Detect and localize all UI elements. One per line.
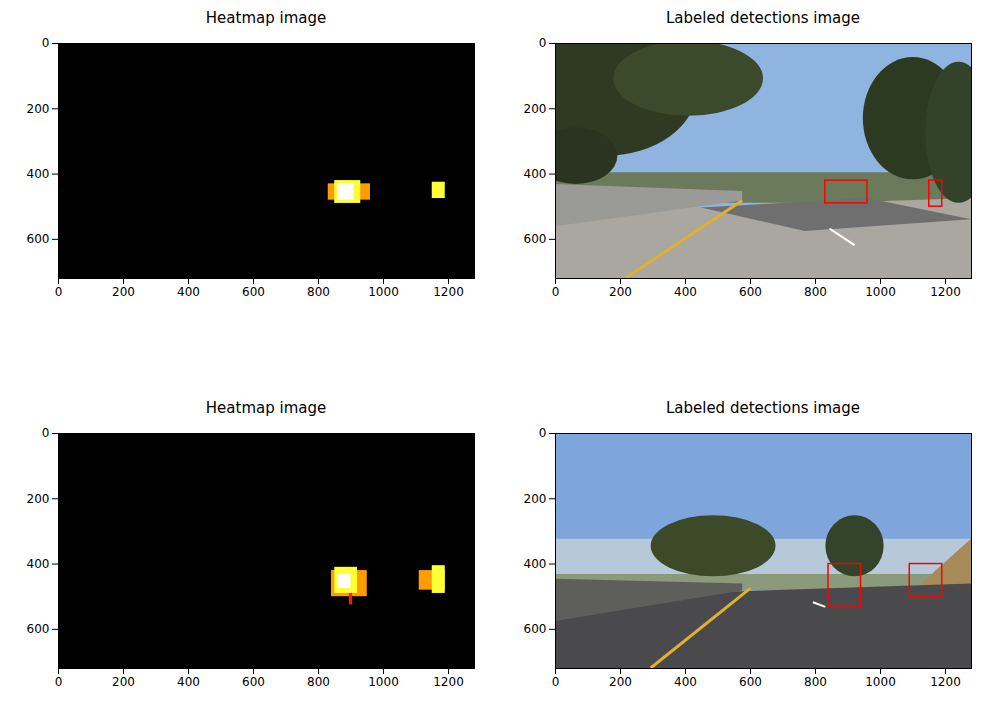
- svg-text:400: 400: [674, 285, 697, 299]
- svg-text:200: 200: [524, 492, 547, 506]
- svg-text:400: 400: [177, 285, 200, 299]
- svg-text:0: 0: [552, 675, 560, 689]
- svg-text:600: 600: [27, 622, 50, 636]
- svg-text:0: 0: [42, 426, 50, 440]
- svg-text:600: 600: [739, 285, 762, 299]
- svg-text:200: 200: [524, 102, 547, 116]
- svg-text:200: 200: [27, 492, 50, 506]
- svg-text:600: 600: [739, 675, 762, 689]
- svg-text:400: 400: [27, 557, 50, 571]
- svg-text:1000: 1000: [865, 285, 896, 299]
- svg-text:400: 400: [674, 675, 697, 689]
- svg-text:0: 0: [539, 36, 547, 50]
- svg-text:200: 200: [609, 675, 632, 689]
- svg-text:1200: 1200: [930, 675, 961, 689]
- svg-text:200: 200: [112, 675, 135, 689]
- svg-text:0: 0: [55, 675, 63, 689]
- svg-text:1200: 1200: [433, 675, 464, 689]
- svg-text:1000: 1000: [368, 675, 399, 689]
- html-text:Heatmap image: Heatmap image: [205, 9, 327, 27]
- svg-text:0: 0: [539, 426, 547, 440]
- svg-text:400: 400: [524, 557, 547, 571]
- svg-text:800: 800: [804, 285, 827, 299]
- html-text:Labeled detections image: Labeled detections image: [665, 9, 861, 27]
- html-text:Heatmap image: Heatmap image: [205, 399, 327, 417]
- svg-text:200: 200: [609, 285, 632, 299]
- svg-text:600: 600: [27, 232, 50, 246]
- svg-text:600: 600: [242, 285, 265, 299]
- svg-text:800: 800: [307, 285, 330, 299]
- svg-text:600: 600: [242, 675, 265, 689]
- svg-text:0: 0: [552, 285, 560, 299]
- svg-text:400: 400: [27, 167, 50, 181]
- svg-text:800: 800: [804, 675, 827, 689]
- svg-text:400: 400: [524, 167, 547, 181]
- svg-text:1000: 1000: [368, 285, 399, 299]
- svg-text:400: 400: [177, 675, 200, 689]
- html-text:Labeled detections image: Labeled detections image: [665, 399, 861, 417]
- svg-text:800: 800: [307, 675, 330, 689]
- svg-text:600: 600: [524, 232, 547, 246]
- svg-text:1000: 1000: [865, 675, 896, 689]
- svg-text:1200: 1200: [433, 285, 464, 299]
- svg-text:200: 200: [112, 285, 135, 299]
- svg-text:0: 0: [55, 285, 63, 299]
- svg-text:0: 0: [42, 36, 50, 50]
- svg-text:600: 600: [524, 622, 547, 636]
- svg-text:1200: 1200: [930, 285, 961, 299]
- svg-text:200: 200: [27, 102, 50, 116]
